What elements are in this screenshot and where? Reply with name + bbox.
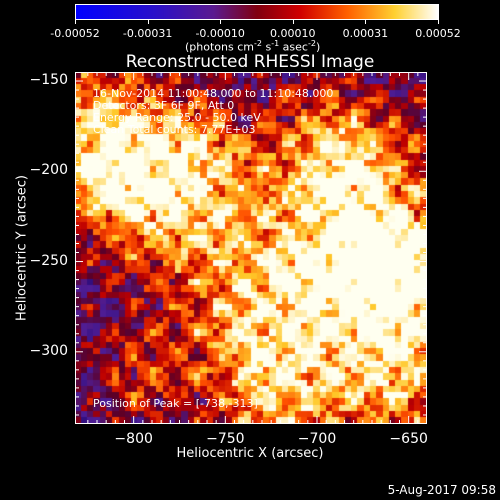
y-axis-label: Heliocentric Y (arcsec) (14, 175, 30, 321)
colorbar-tick-label: 0.00031 (342, 27, 389, 40)
plot-border (75, 72, 427, 424)
colorbar-tick-label: -0.00010 (195, 27, 245, 40)
y-tick-label: −200 (29, 162, 68, 179)
colorbar-units-label: (photons cm-2 s-1 asec-2) (185, 39, 321, 54)
chart-title: Reconstructed RHESSI Image (125, 52, 375, 72)
annotation-peak: Position of Peak = [-738,-313] (93, 397, 258, 410)
colorbar (75, 4, 439, 20)
plot-frame (75, 72, 427, 424)
colorbar-tick-mark (147, 20, 149, 24)
colorbar-tick-mark (292, 20, 294, 24)
x-axis-label: Heliocentric X (arcsec) (176, 446, 324, 461)
colorbar-tick-mark (365, 20, 367, 24)
y-tick-label: −150 (29, 72, 68, 89)
x-tick-label: −750 (206, 431, 245, 447)
colorbar-tick-label: -0.00031 (122, 27, 173, 40)
colorbar-tick-label: 0.00052 (415, 27, 461, 40)
x-tick-label: −700 (297, 431, 337, 447)
annotation-time: 16-Nov-2014 11:00:48.000 to 11:10:48.000 (93, 87, 334, 100)
x-tick-label: −800 (114, 431, 153, 447)
colorbar-tick-label: 0.00010 (270, 27, 316, 40)
annotation-clean: Clean Total counts: 7.77E+03 (93, 123, 256, 136)
y-tick-label: −300 (29, 342, 68, 359)
heatmap-plot: 16-Nov-2014 11:00:48.000 to 11:10:48.000… (75, 72, 427, 424)
timestamp: 5-Aug-2017 09:58 (387, 483, 496, 497)
colorbar-tick-label: -0.00052 (50, 27, 100, 40)
colorbar-tick-mark (75, 20, 76, 24)
x-tick-label: −650 (389, 431, 428, 447)
colorbar-tick-mark (438, 20, 439, 24)
y-tick-label: −250 (29, 252, 68, 269)
colorbar-tick-mark (220, 20, 222, 24)
annotation-energy: Energy Range: 25.0 - 50.0 keV (93, 111, 261, 124)
annotation-detectors: Detectors: 3F 6F 9F, Att 0 (93, 99, 235, 112)
